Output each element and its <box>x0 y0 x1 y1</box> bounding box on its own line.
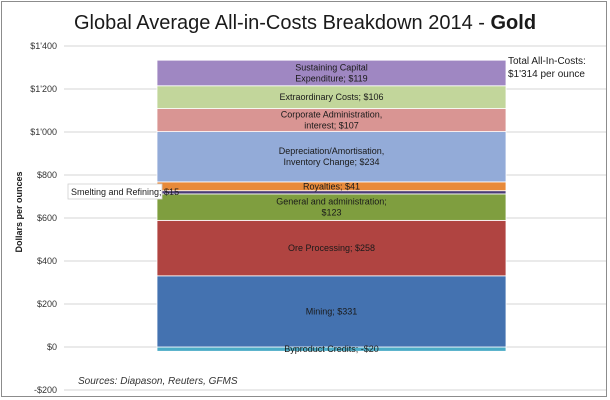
y-axis-label: Dollars per ounces <box>14 171 24 252</box>
segment-label-extraordinary-costs: Extraordinary Costs; $106 <box>279 92 383 102</box>
total-annotation: Total All-In-Costs: $1'314 per ounce <box>508 56 589 80</box>
segment-label-sustaining-capital-expenditure: Sustaining Capital Expenditure; $119 <box>295 62 368 83</box>
y-axis-ticks: -$200 $0 $200 $400 $600 $800 $1'000 $1'200 $1'40… <box>30 41 57 395</box>
y-tick-label: $0 <box>47 342 57 352</box>
bar-segment-sustaining-capital-expenditure <box>156 59 507 87</box>
chart-title-text: Global Average All-in-Costs Breakdown 20… <box>74 12 491 34</box>
segment-label-ore-processing: Ore Processing; $258 <box>288 243 375 253</box>
bar-segment-mining <box>156 275 507 348</box>
source-note: Sources: Diapason, Reuters, GFMS <box>78 376 238 387</box>
y-tick-label: $800 <box>37 170 57 180</box>
smelting-callout: Smelting and Refining; $15 <box>67 183 179 200</box>
bar-segment-general-and-administration <box>156 193 507 221</box>
segment-label-royalties: Royalties; $41 <box>303 181 360 191</box>
smelting-callout-text: Smelting and Refining; $15 <box>71 187 179 197</box>
segment-label-depreciation-amortisation-inventory-change: Depreciation/Amortisation, Inventory Chan… <box>279 146 385 167</box>
segment-label-mining: Mining; $331 <box>306 306 358 316</box>
segment-label-corporate-administration-interest: Corporate Administration, interest; $107 <box>281 110 383 131</box>
bar-segment-depreciation-amortisation-inventory-change <box>156 131 507 183</box>
segment-labels: Byproduct Credits; -$20 Mining; $331 Ore P… <box>276 62 387 354</box>
bar-segment-ore-processing <box>156 219 507 277</box>
y-tick-label: $1'400 <box>30 41 57 51</box>
total-annotation-line-1: Total All-In-Costs: <box>508 56 586 67</box>
total-annotation-line-2: $1'314 per ounce <box>508 69 585 80</box>
y-tick-label: $200 <box>37 299 57 309</box>
segment-label-general-and-administration: General and administration; $123 <box>276 197 387 218</box>
y-tick-label: $400 <box>37 256 57 266</box>
chart-title: Global Average All-in-Costs Breakdown 20… <box>74 12 536 34</box>
y-tick-label: -$200 <box>34 385 57 395</box>
stacked-bar <box>156 59 507 352</box>
y-tick-label: $1'200 <box>30 84 57 94</box>
segment-label-byproduct-credits: Byproduct Credits; -$20 <box>284 344 379 354</box>
chart-title-emphasis: Gold <box>490 12 536 34</box>
y-tick-label: $600 <box>37 213 57 223</box>
y-tick-label: $1'000 <box>30 127 57 137</box>
